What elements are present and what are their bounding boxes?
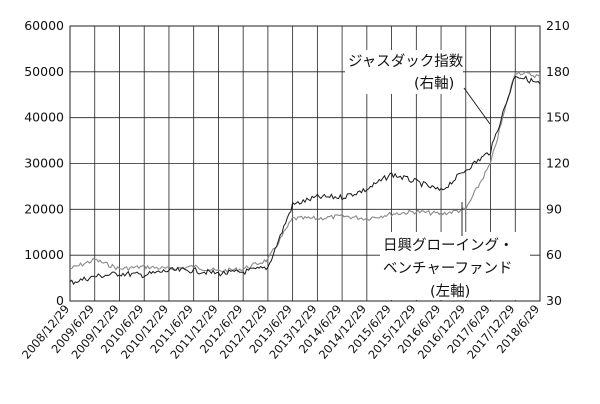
y-left-tick-label: 20000 (24, 201, 64, 216)
annotations: ジャスダック指数 (右軸) 日興グローイング・ ベンチャーファンド (左軸) (345, 50, 530, 300)
y-left-tick-label: 30000 (24, 156, 64, 171)
series-line-jasdaq (69, 75, 541, 286)
y-left-tick-label: 0 (56, 293, 64, 308)
y-left-tick-label: 50000 (24, 64, 64, 79)
fund-label-line1: 日興グローイング・ (383, 237, 514, 254)
y-left-tick-label: 10000 (24, 247, 64, 262)
jasdaq-label-bg (345, 50, 463, 94)
y-right-tick-label: 210 (546, 18, 570, 33)
y-axis-left: 0 10000 20000 30000 40000 50000 60000 (24, 18, 64, 308)
fund-label-line2: ベンチャーファンド (383, 261, 512, 277)
y-right-tick-label: 120 (546, 156, 570, 171)
y-left-tick-label: 60000 (24, 18, 64, 33)
fund-axis-label: (左軸) (430, 283, 470, 300)
x-axis: 2008/12/292009/6/292009/12/292010/6/2920… (19, 302, 542, 362)
fund-label-bg (380, 232, 530, 300)
y-right-tick-label: 30 (546, 293, 562, 308)
y-axis-right: 30 60 90 120 150 180 210 (546, 18, 570, 308)
y-right-tick-label: 90 (546, 201, 562, 216)
y-right-tick-label: 60 (546, 247, 562, 262)
y-right-tick-label: 180 (546, 64, 570, 79)
y-right-tick-label: 150 (546, 110, 570, 125)
jasdaq-axis-label: (右軸) (414, 75, 454, 92)
jasdaq-leader-line (463, 87, 491, 125)
y-left-tick-label: 40000 (24, 110, 64, 125)
jasdaq-label: ジャスダック指数 (348, 53, 464, 70)
